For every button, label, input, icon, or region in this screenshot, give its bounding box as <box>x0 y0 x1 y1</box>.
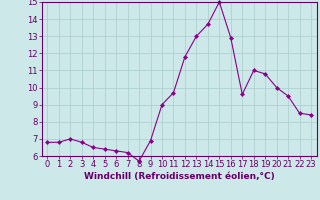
X-axis label: Windchill (Refroidissement éolien,°C): Windchill (Refroidissement éolien,°C) <box>84 172 275 181</box>
